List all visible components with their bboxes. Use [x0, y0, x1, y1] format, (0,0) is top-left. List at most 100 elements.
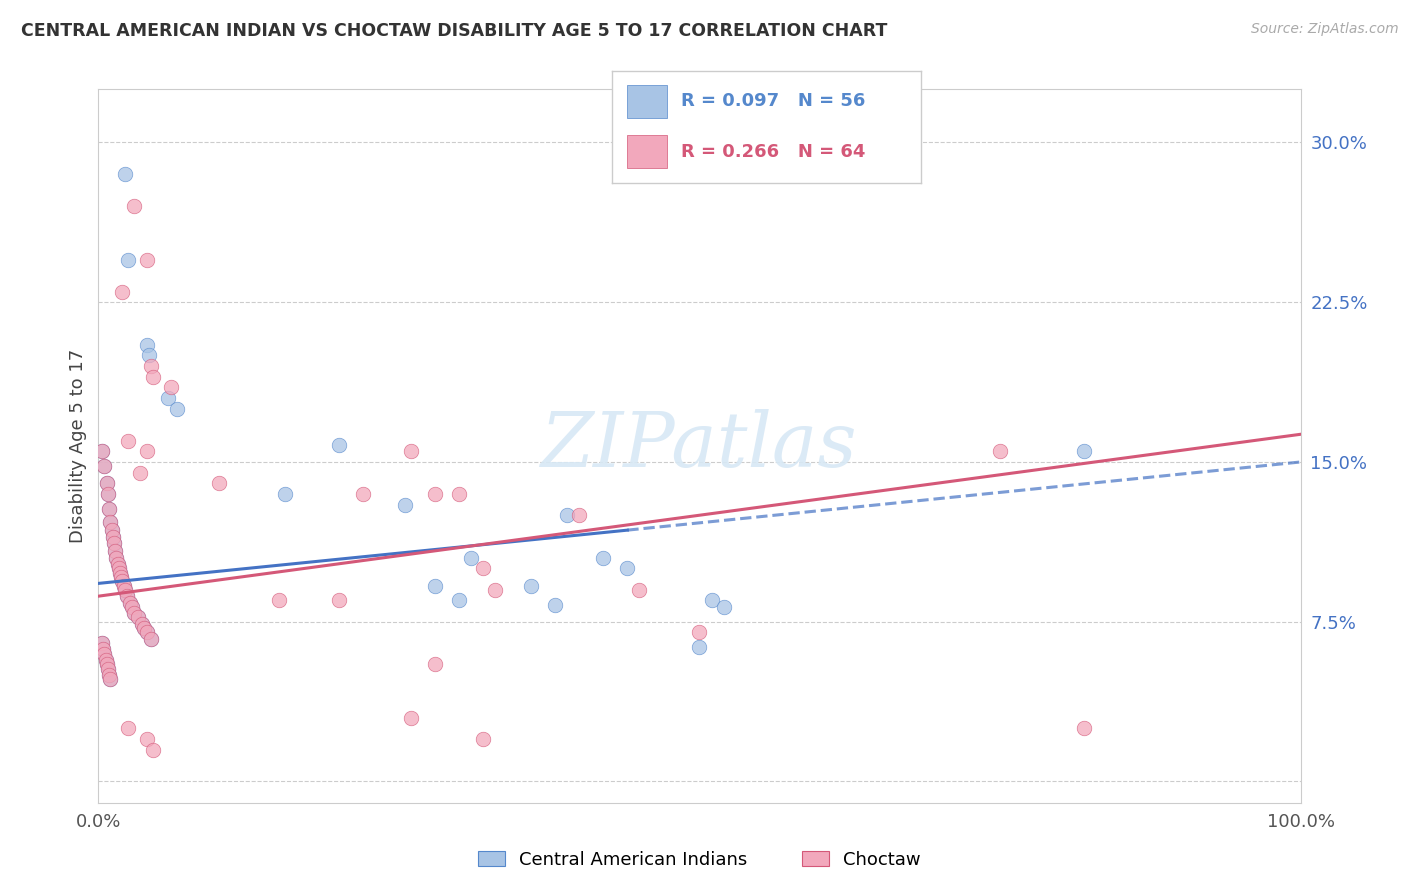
Point — [94, 653, 117, 667]
Point — [111, 574, 134, 589]
Point — [108, 566, 131, 580]
Point — [118, 596, 141, 610]
Point — [91, 444, 114, 458]
Point — [96, 657, 118, 672]
Point — [97, 487, 120, 501]
Point — [93, 459, 115, 474]
FancyBboxPatch shape — [627, 85, 668, 119]
Point — [568, 508, 591, 523]
Point — [93, 647, 115, 661]
Point — [114, 582, 136, 597]
Point — [423, 487, 446, 501]
Point — [138, 349, 160, 363]
Point — [98, 501, 121, 516]
Point — [96, 476, 118, 491]
Point — [100, 515, 122, 529]
Point — [141, 742, 163, 756]
Point — [274, 487, 297, 501]
Point — [121, 599, 143, 614]
Point — [100, 672, 122, 686]
Point — [100, 515, 122, 529]
Point — [100, 672, 122, 686]
Point — [110, 570, 132, 584]
Point — [352, 487, 374, 501]
Point — [135, 444, 157, 458]
Point — [107, 558, 129, 572]
Point — [399, 710, 422, 724]
Point — [166, 401, 188, 416]
Point — [105, 550, 128, 565]
Text: CENTRAL AMERICAN INDIAN VS CHOCTAW DISABILITY AGE 5 TO 17 CORRELATION CHART: CENTRAL AMERICAN INDIAN VS CHOCTAW DISAB… — [21, 22, 887, 40]
Point — [131, 616, 153, 631]
Point — [394, 498, 416, 512]
Point — [447, 593, 470, 607]
Point — [135, 731, 157, 746]
Point — [121, 599, 143, 614]
Point — [104, 544, 127, 558]
Point — [688, 625, 710, 640]
Point — [104, 544, 127, 558]
Point — [132, 621, 155, 635]
Point — [127, 610, 149, 624]
Point — [117, 434, 139, 448]
Point — [423, 578, 446, 592]
Legend: Central American Indians, Choctaw: Central American Indians, Choctaw — [471, 844, 928, 876]
Point — [98, 668, 121, 682]
Point — [472, 561, 495, 575]
Point — [267, 593, 290, 607]
Point — [117, 252, 139, 267]
Point — [124, 606, 146, 620]
Point — [114, 168, 136, 182]
Text: R = 0.097   N = 56: R = 0.097 N = 56 — [682, 93, 866, 111]
Point — [91, 636, 114, 650]
Point — [118, 596, 141, 610]
Point — [110, 570, 132, 584]
Point — [688, 640, 710, 655]
Point — [97, 487, 120, 501]
Point — [105, 550, 128, 565]
Point — [141, 369, 163, 384]
Point — [112, 578, 135, 592]
Point — [124, 199, 146, 213]
Text: Source: ZipAtlas.com: Source: ZipAtlas.com — [1251, 22, 1399, 37]
Point — [93, 647, 115, 661]
Point — [97, 662, 120, 676]
Point — [1073, 444, 1095, 458]
Point — [108, 561, 131, 575]
Point — [117, 589, 139, 603]
Point — [107, 558, 129, 572]
Point — [108, 566, 131, 580]
Point — [447, 487, 470, 501]
Point — [135, 252, 157, 267]
Point — [472, 731, 495, 746]
Point — [96, 657, 118, 672]
Point — [94, 653, 117, 667]
Point — [100, 523, 122, 537]
Point — [141, 632, 163, 646]
Point — [423, 657, 446, 672]
Point — [460, 550, 482, 565]
Point — [129, 466, 152, 480]
Point — [484, 582, 506, 597]
Point — [111, 285, 134, 299]
Point — [159, 380, 181, 394]
Point — [117, 721, 139, 735]
Point — [328, 438, 350, 452]
Point — [98, 668, 121, 682]
Point — [127, 610, 149, 624]
Point — [616, 561, 638, 575]
Point — [592, 550, 614, 565]
Point — [988, 444, 1011, 458]
Point — [114, 582, 136, 597]
Point — [141, 632, 163, 646]
Point — [131, 616, 153, 631]
Point — [103, 536, 125, 550]
Point — [101, 529, 124, 543]
Y-axis label: Disability Age 5 to 17: Disability Age 5 to 17 — [69, 349, 87, 543]
Point — [328, 593, 350, 607]
Point — [91, 642, 114, 657]
Point — [555, 508, 578, 523]
Point — [103, 536, 125, 550]
Point — [520, 578, 543, 592]
Point — [111, 574, 134, 589]
